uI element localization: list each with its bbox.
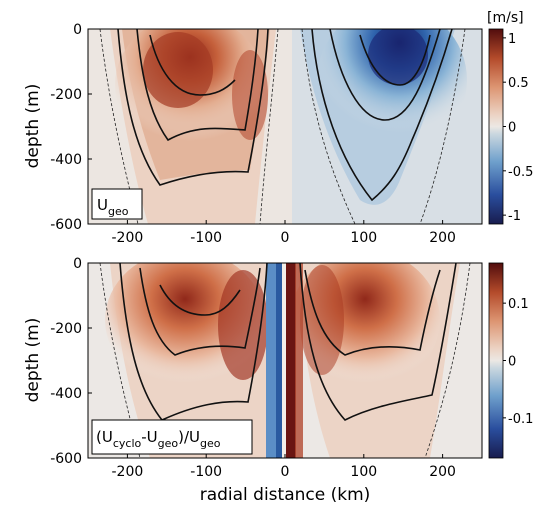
ratio-y-tick-label: 0 [73,256,82,272]
ugeo-y-tick-label: -200 [50,87,82,103]
colorbar-ugeo-bar [488,28,504,225]
ratio-y-tick-label: -400 [50,386,82,402]
ratio-x-ticks: -200 -100 0 100 200 [112,454,456,480]
ugeo-y-tick-label: -600 [50,217,82,233]
ugeo-y-ticks: 0 -200 -400 -600 [50,22,92,233]
ratio-y-tick-label: -600 [50,451,82,467]
ugeo-panel-label: Ugeo [91,188,143,220]
ugeo-label-text: Ugeo [97,196,129,218]
ugeo-x-tick-label: -100 [190,230,222,246]
colorbar-unit: [m/s] [487,10,524,26]
ratio-field [88,263,482,458]
ugeo-x-tick-label: 100 [350,230,377,246]
ugeo-x-tick-label: 200 [429,230,456,246]
ratio-y-axis-label: depth (m) [23,318,43,403]
colorbar-ugeo-ticks: 1 0.5 0 -0.5 -1 [503,32,533,224]
ugeo-x-tick-label: 0 [281,230,290,246]
ugeo-y-axis-label: depth (m) [23,84,43,169]
ugeo-field [88,29,482,224]
ugeo-label-box [91,188,143,220]
ugeo-colorbar-tick-label: 0.5 [508,76,529,91]
ratio-y-ticks: 0 -200 -400 -600 [50,256,92,467]
colorbar-ratio-bar [488,262,504,459]
ratio-colorbar-tick-label: 0 [508,355,516,370]
ugeo-x-tick-label: -200 [112,230,144,246]
panel-ugeo: -200 -100 0 100 200 0 -200 -400 -600 Ugeo [50,22,483,246]
ugeo-colorbar-tick-label: 1 [508,32,516,47]
ratio-panel-label: (Ucyclo-Ugeo)/Ugeo [91,419,253,455]
ratio-y-tick-label: -200 [50,321,82,337]
ugeo-colorbar-tick-label: -0.5 [508,165,533,180]
ratio-x-tick-label: -200 [112,464,144,480]
x-axis-label: radial distance (km) [200,485,371,505]
ratio-x-tick-label: 100 [350,464,377,480]
ratio-colorbar-tick-label: -0.1 [508,412,533,427]
ratio-label-box [91,419,253,455]
ugeo-y-tick-label: -400 [50,152,82,168]
colorbar-ratio: 0.1 0 -0.1 [488,262,533,459]
panel-ratio: -200 -100 0 100 200 0 -200 -400 -600 (Ucyclo-Ug… [50,256,483,480]
ugeo-y-tick-label: 0 [73,22,82,38]
ratio-label-text: (Ucyclo-Ugeo)/Ugeo [96,428,221,450]
ugeo-colorbar-tick-label: -1 [508,209,521,224]
ugeo-colorbar-tick-label: 0 [508,121,516,136]
ugeo-x-ticks: -200 -100 0 100 200 [112,220,456,246]
ratio-x-tick-label: -100 [190,464,222,480]
colorbar-ratio-ticks: 0.1 0 -0.1 [503,297,533,427]
ratio-x-tick-label: 0 [281,464,290,480]
ratio-colorbar-tick-label: 0.1 [508,297,529,312]
colorbar-ugeo: 1 0.5 0 -0.5 -1 [m/s] [487,10,533,225]
ratio-x-tick-label: 200 [429,464,456,480]
